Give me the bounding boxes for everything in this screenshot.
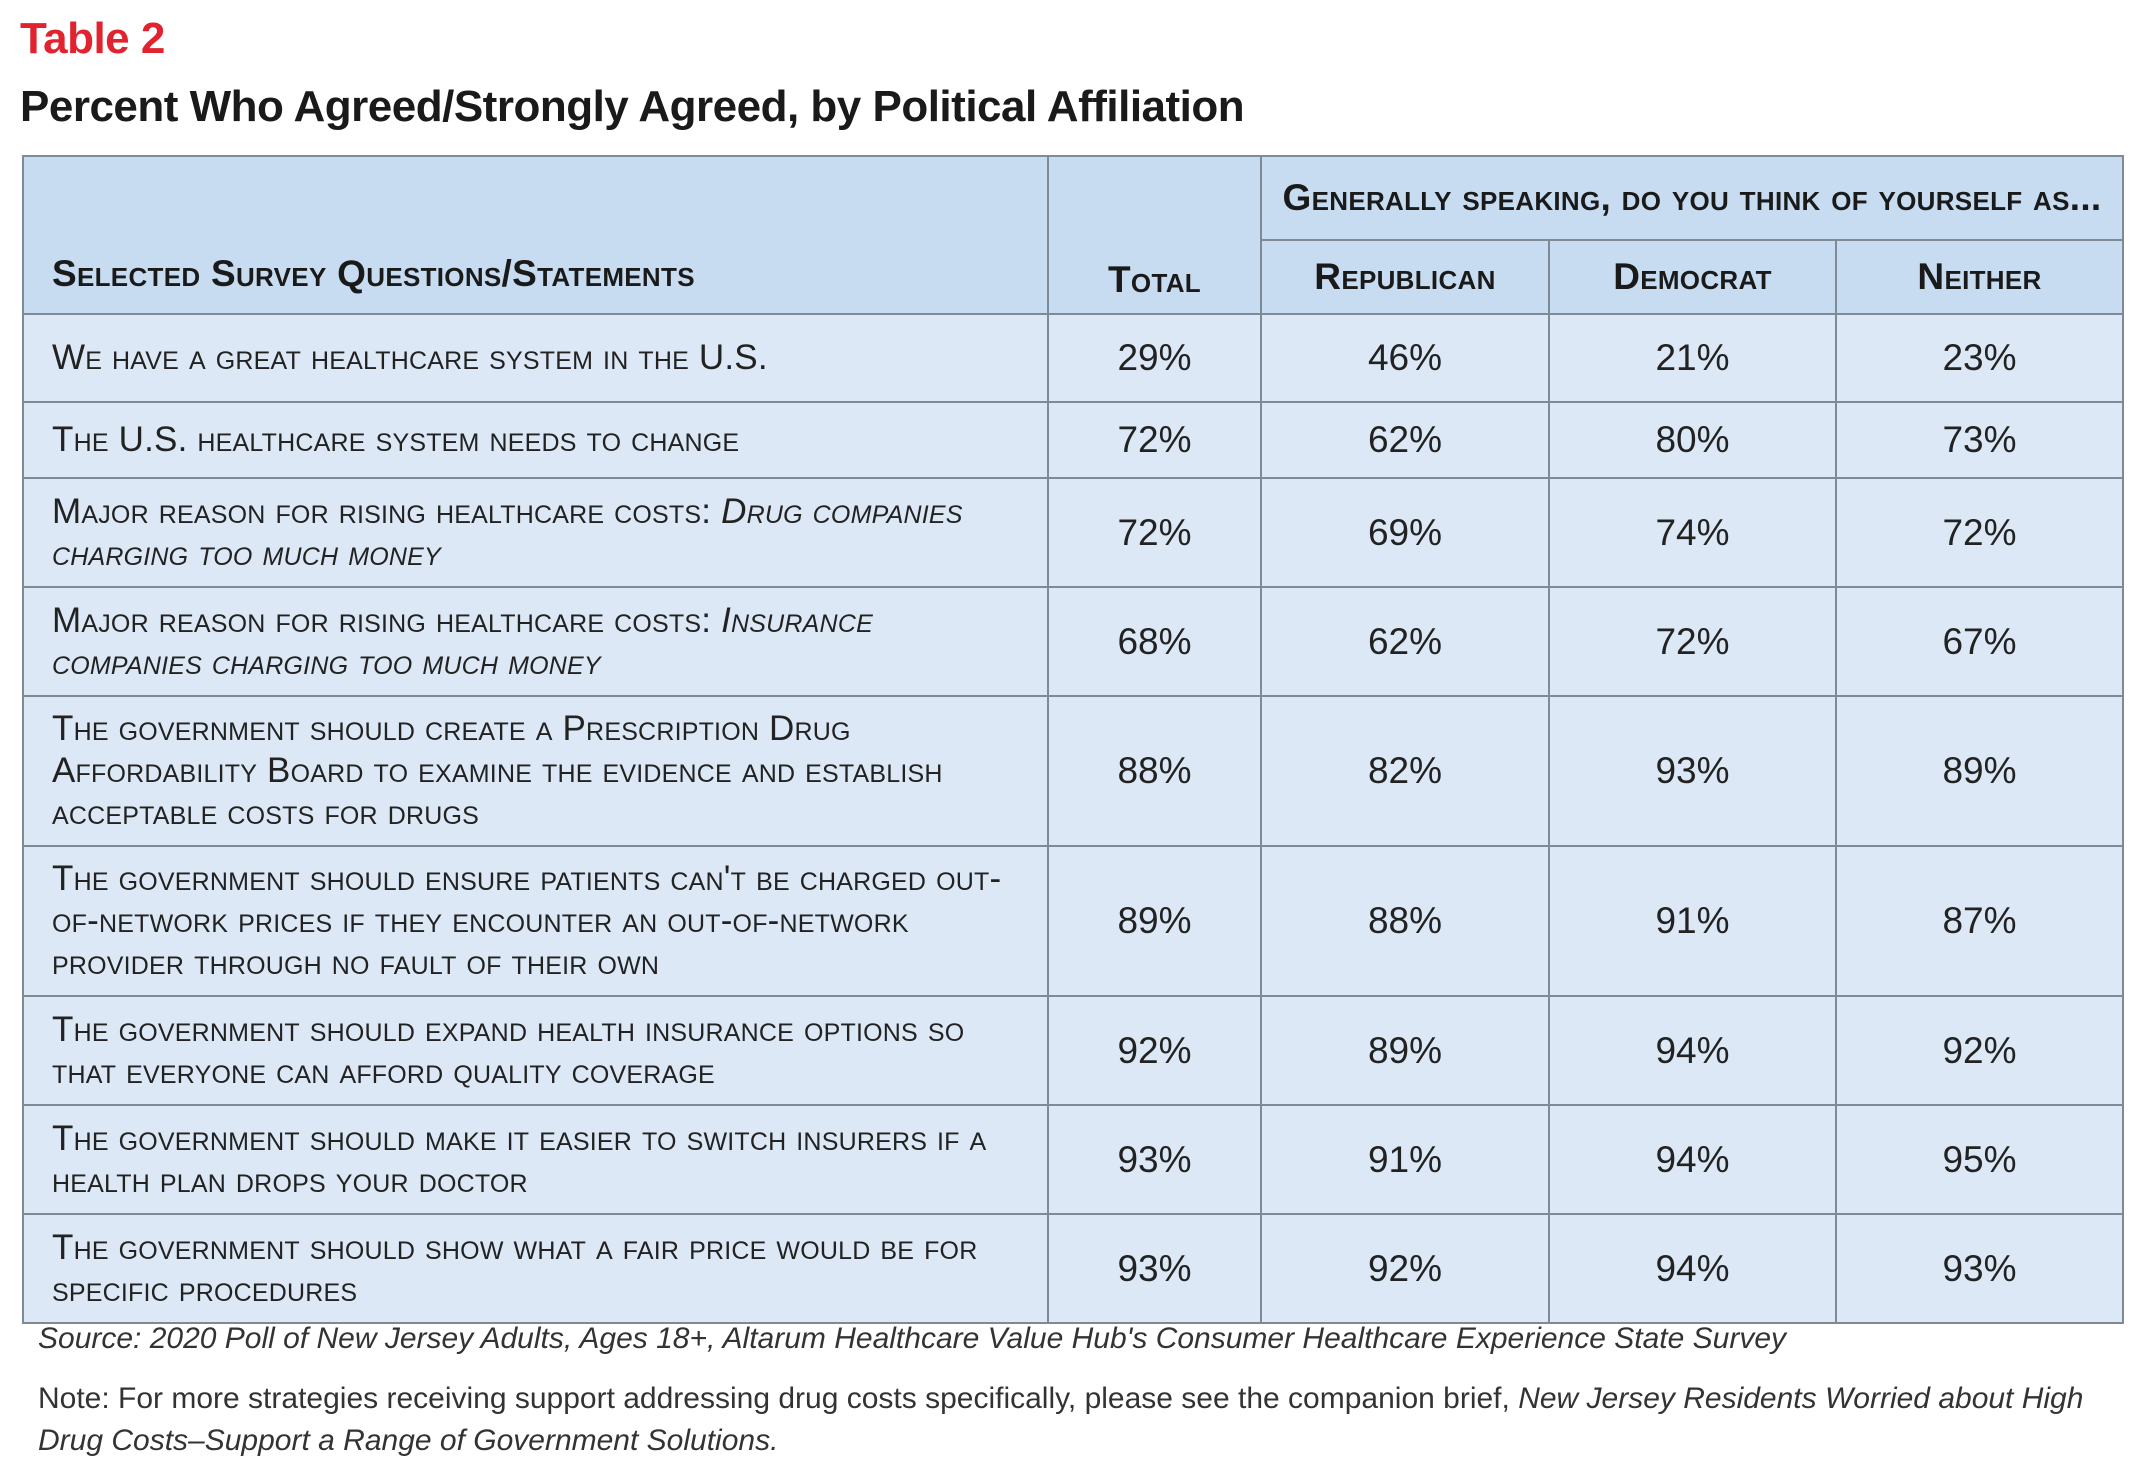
table-row: The government should create a Prescript… (22, 695, 2125, 847)
question-cell: The government should create a Prescript… (22, 695, 1049, 847)
table-row: Major reason for rising healthcare costs… (22, 586, 2125, 697)
question-cell: Major reason for rising healthcare costs… (22, 586, 1049, 697)
question-cell: The government should ensure patients ca… (22, 845, 1049, 997)
question-cell: The government should make it easier to … (22, 1104, 1049, 1215)
total-cell: 72% (1047, 401, 1262, 479)
note-text: Note: For more strategies receiving supp… (38, 1382, 1519, 1415)
question-cell: The government should expand health insu… (22, 995, 1049, 1106)
table-row: The government should make it easier to … (22, 1104, 2125, 1215)
neither-cell: 87% (1834, 845, 2125, 997)
total-cell: 92% (1047, 995, 1262, 1106)
question-cell: Major reason for rising healthcare costs… (22, 477, 1049, 588)
democrat-cell: 93% (1548, 695, 1837, 847)
republican-cell: 62% (1260, 401, 1550, 479)
republican-cell: 69% (1260, 477, 1550, 588)
neither-cell: 72% (1834, 477, 2125, 588)
header-neither: Neither (1834, 239, 2125, 315)
total-cell: 68% (1047, 586, 1262, 697)
table-row: Major reason for rising healthcare costs… (22, 477, 2125, 588)
table-title: Percent Who Agreed/Strongly Agreed, by P… (20, 82, 1245, 131)
democrat-cell: 91% (1548, 845, 1837, 997)
neither-cell: 73% (1834, 401, 2125, 479)
democrat-cell: 94% (1548, 1104, 1837, 1215)
table-number-label: Table 2 (20, 14, 165, 63)
total-cell: 93% (1047, 1104, 1262, 1215)
total-cell: 93% (1047, 1213, 1262, 1324)
table-row: We have a great healthcare system in the… (22, 313, 2125, 403)
republican-cell: 62% (1260, 586, 1550, 697)
survey-table: Selected Survey Questions/Statements Tot… (22, 155, 2125, 1324)
header-affiliation-group: Generally speaking, do you think of your… (1259, 155, 2125, 241)
total-cell: 29% (1047, 313, 1262, 403)
democrat-cell: 80% (1548, 401, 1837, 479)
header-republican: Republican (1260, 239, 1550, 315)
neither-cell: 95% (1834, 1104, 2125, 1215)
table-row: The government should ensure patients ca… (22, 845, 2125, 997)
companion-brief-title: New Jersey Residents Worried about High … (38, 1382, 2084, 1457)
table-row: The government should expand health insu… (22, 995, 2125, 1106)
total-cell: 89% (1047, 845, 1262, 997)
question-cell: We have a great healthcare system in the… (22, 313, 1049, 403)
total-cell: 88% (1047, 695, 1262, 847)
header-question: Selected Survey Questions/Statements (22, 155, 1049, 315)
democrat-cell: 21% (1548, 313, 1837, 403)
question-cell: The government should show what a fair p… (22, 1213, 1049, 1324)
republican-cell: 89% (1260, 995, 1550, 1106)
table-row: The U.S. healthcare system needs to chan… (22, 401, 2125, 479)
header-total: Total (1047, 155, 1262, 315)
republican-cell: 92% (1260, 1213, 1550, 1324)
neither-cell: 93% (1834, 1213, 2125, 1324)
table-row: The government should show what a fair p… (22, 1213, 2125, 1324)
democrat-cell: 72% (1548, 586, 1837, 697)
republican-cell: 88% (1260, 845, 1550, 997)
republican-cell: 82% (1260, 695, 1550, 847)
neither-cell: 89% (1834, 695, 2125, 847)
neither-cell: 23% (1834, 313, 2125, 403)
republican-cell: 91% (1260, 1104, 1550, 1215)
neither-cell: 67% (1834, 586, 2125, 697)
democrat-cell: 94% (1548, 1213, 1837, 1324)
question-cell: The U.S. healthcare system needs to chan… (22, 401, 1049, 479)
source-note: Source: 2020 Poll of New Jersey Adults, … (38, 1322, 1786, 1355)
neither-cell: 92% (1834, 995, 2125, 1106)
total-cell: 72% (1047, 477, 1262, 588)
republican-cell: 46% (1260, 313, 1550, 403)
companion-note: Note: For more strategies receiving supp… (38, 1378, 2098, 1462)
democrat-cell: 94% (1548, 995, 1837, 1106)
democrat-cell: 74% (1548, 477, 1837, 588)
header-democrat: Democrat (1548, 239, 1837, 315)
